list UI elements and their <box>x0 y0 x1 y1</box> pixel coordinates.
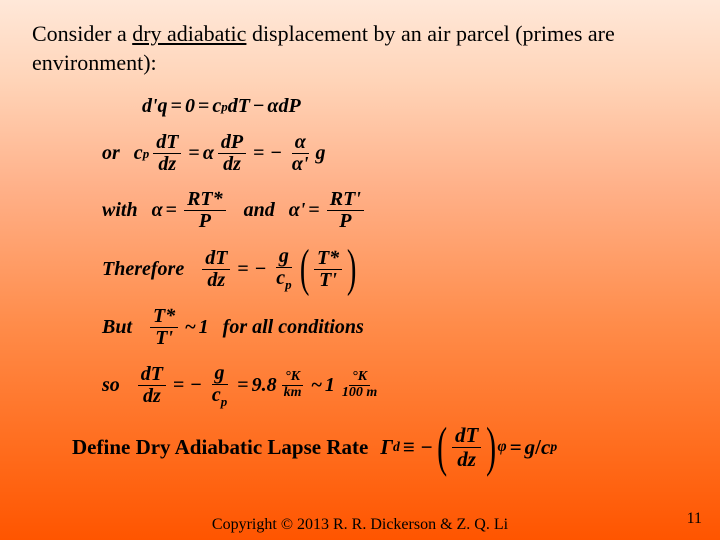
eq-6: so dTdz = − g cp = 9.8 °Kkm ~ 1 °K100 m <box>102 363 688 409</box>
eq-3: with α = RT*P and α' = RT'P <box>102 189 688 232</box>
intro-text: Consider a dry adiabatic displacement by… <box>32 20 688 77</box>
page-number: 11 <box>687 510 702 528</box>
eq-4: Therefore dTdz = − g cp ( T*T' ) <box>102 246 688 292</box>
equation-block: d'q = 0 = cpdT − αdP or cp dTdz = α dPdz… <box>102 95 688 408</box>
define-line: Define Dry Adiabatic Lapse Rate Γd ≡ − (… <box>72 424 688 469</box>
eq-1: d'q = 0 = cpdT − αdP <box>142 95 688 118</box>
copyright-text: Copyright © 2013 R. R. Dickerson & Z. Q.… <box>0 516 720 534</box>
eq-2: or cp dTdz = α dPdz = − αα' g <box>102 132 688 175</box>
eq-5: But T*T' ~ 1 for all conditions <box>102 306 688 349</box>
